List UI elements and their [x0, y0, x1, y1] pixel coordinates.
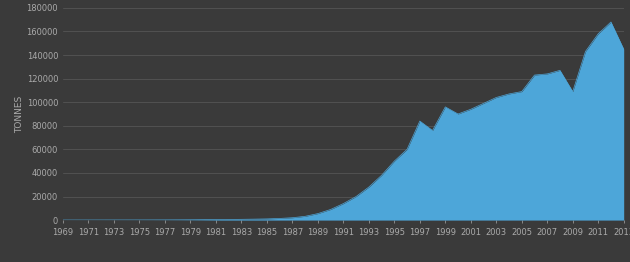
Y-axis label: TONNES: TONNES: [14, 95, 24, 133]
